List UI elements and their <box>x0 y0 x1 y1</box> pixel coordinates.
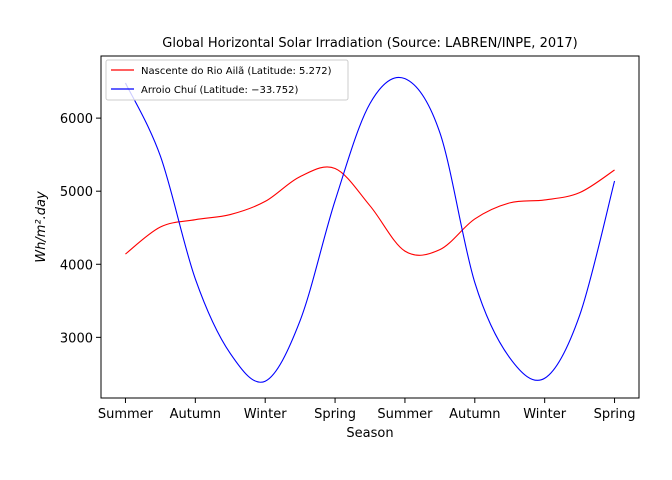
x-tick-label: Winter <box>523 407 567 422</box>
x-tick-label: Spring <box>594 407 636 422</box>
y-tick-label: 4000 <box>60 258 93 273</box>
x-tick-label: Autumn <box>170 407 221 422</box>
y-axis: 3000 4000 5000 6000 <box>60 112 101 346</box>
y-tick-label: 6000 <box>60 112 93 127</box>
legend-label-arroio: Arroio Chuí (Latitude: −33.752) <box>141 84 298 96</box>
series-line-0 <box>125 166 615 256</box>
legend-box <box>105 59 349 101</box>
y-axis-label: Wh/m².day <box>34 191 49 263</box>
chart-title: Global Horizontal Solar Irradiation (Sou… <box>162 36 577 51</box>
x-tick-label: Winter <box>244 407 288 422</box>
x-axis: Summer Autumn Winter Spring Summer Autumn Wint… <box>98 398 636 422</box>
x-tick-label: Autumn <box>449 407 500 422</box>
legend: Nascente do Rio Ailã (Latitude: 5.272) A… <box>105 59 349 101</box>
legend-label-nascente: Nascente do Rio Ailã (Latitude: 5.272) <box>141 66 332 77</box>
y-tick-label: 5000 <box>60 185 93 200</box>
series-line-1 <box>124 76 616 383</box>
x-tick-label: Summer <box>377 407 433 422</box>
x-tick-label: Summer <box>98 407 154 422</box>
x-axis-label: Season <box>346 426 393 441</box>
plot-lines <box>124 76 616 383</box>
y-tick-label: 3000 <box>60 331 93 346</box>
x-tick-label: Spring <box>314 407 356 422</box>
plot-frame <box>100 55 640 399</box>
